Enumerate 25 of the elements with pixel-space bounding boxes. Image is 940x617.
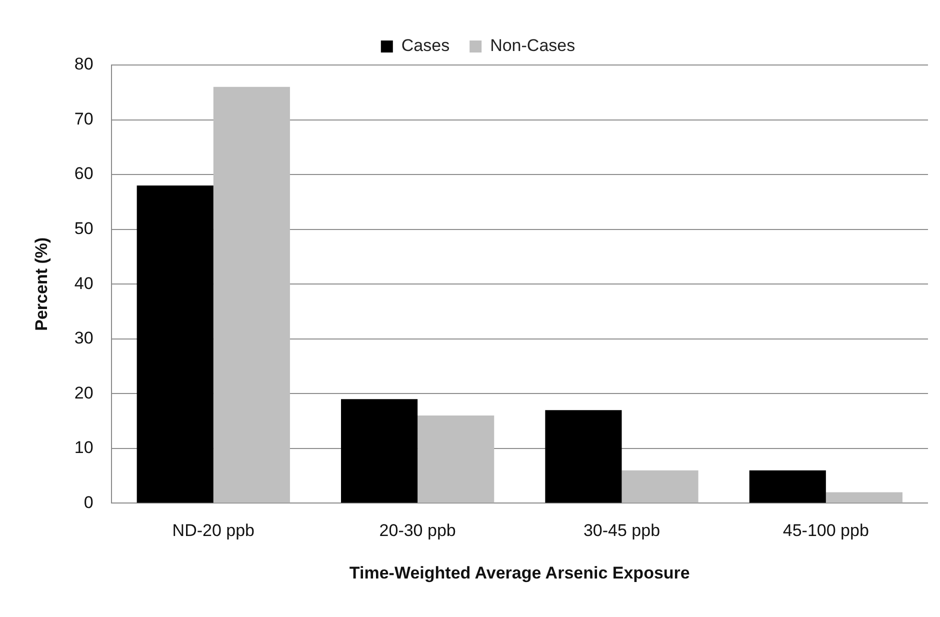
bar: [749, 470, 826, 503]
bar: [826, 492, 902, 503]
bar: [622, 470, 698, 503]
bar: [136, 186, 214, 503]
bar: [418, 416, 494, 503]
x-tick-label: 20-30 ppb: [379, 521, 456, 540]
bar: [341, 399, 418, 503]
x-axis-title: Time-Weighted Average Arsenic Exposure: [349, 563, 690, 582]
bar: [545, 410, 622, 503]
y-tick-label: 40: [74, 274, 94, 293]
x-tick-label: 30-45 ppb: [583, 521, 660, 540]
y-tick-label: 50: [74, 219, 94, 238]
y-tick-label: 30: [74, 328, 94, 348]
x-tick-label: 45-100 ppb: [782, 521, 869, 540]
y-tick-label: 10: [74, 438, 94, 458]
y-axis-title: Percent (%): [32, 237, 51, 331]
x-tick-label: ND-20 ppb: [172, 521, 255, 540]
legend-label: Non-Cases: [490, 36, 576, 56]
y-tick-label: 80: [74, 54, 94, 74]
legend-label: Cases: [401, 36, 450, 56]
y-tick-label: 70: [74, 109, 94, 128]
bar: [213, 86, 290, 503]
y-tick-label: 20: [74, 383, 94, 402]
y-tick-label: 0: [84, 492, 94, 512]
y-tick-label: 60: [74, 164, 94, 184]
